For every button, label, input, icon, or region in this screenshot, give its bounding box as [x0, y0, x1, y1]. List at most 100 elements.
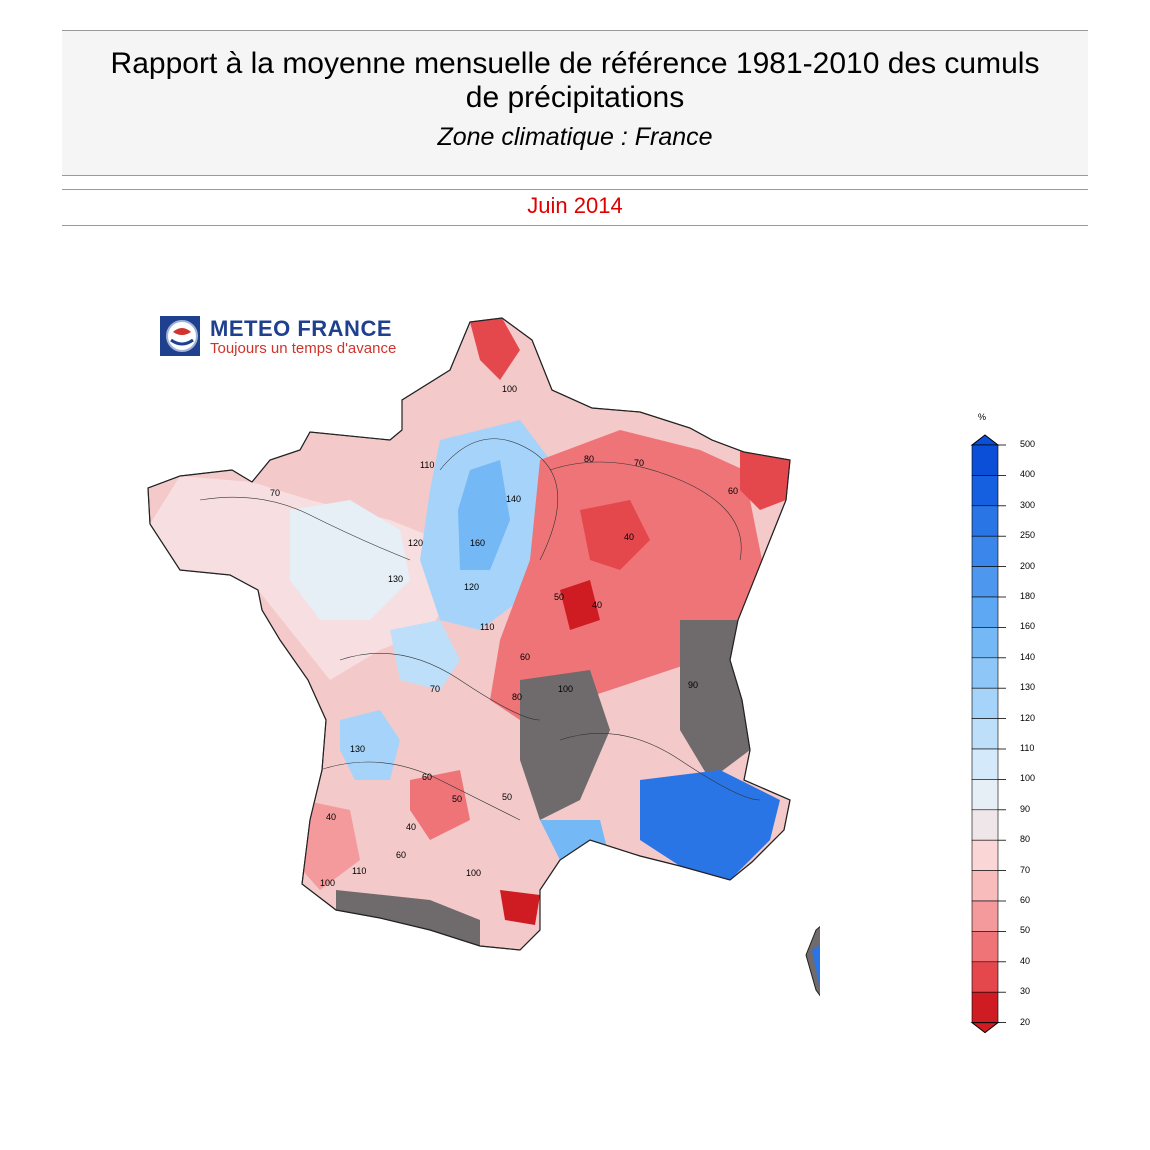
- logo-globe-icon: [160, 316, 200, 356]
- contour-label: 40: [406, 822, 416, 832]
- month-label: Juin 2014: [527, 193, 623, 218]
- legend-swatch: [971, 718, 999, 750]
- legend-tick-label: 110: [1020, 743, 1035, 753]
- contour-label: 70: [270, 488, 280, 498]
- legend-tick-label: 50: [1020, 925, 1031, 936]
- legend-tick-label: 60: [1020, 895, 1031, 905]
- zone-alsace-red: [740, 450, 790, 510]
- legend-tick-label: 300: [1020, 499, 1036, 510]
- legend-tick-label: 70: [1020, 864, 1031, 875]
- zone-landes-red: [302, 800, 360, 890]
- contour-label: 140: [506, 494, 521, 504]
- contour-labels: 100 70 110 120 130 140 160 80 70 60 40 5…: [270, 384, 738, 888]
- contour-label: 60: [520, 652, 530, 662]
- legend-tick-label: 40: [1020, 955, 1031, 966]
- page-subtitle: Zone climatique : France: [437, 123, 713, 151]
- legend-swatch: [971, 566, 999, 598]
- meteo-france-logo: METEO FRANCE Toujours un temps d'avance: [160, 316, 442, 362]
- contour-label: 50: [502, 792, 512, 802]
- legend-tick-label: 120: [1020, 712, 1036, 723]
- legend-tick-label: 80: [1020, 834, 1031, 845]
- contour-label: 110: [420, 460, 434, 470]
- legend-swatch: [971, 475, 999, 507]
- zone-nord-red: [470, 318, 520, 380]
- legend-tick-label: 400: [1020, 469, 1036, 480]
- corsica: [805, 926, 820, 997]
- contour-label: 50: [452, 794, 462, 804]
- legend-swatch: [971, 991, 999, 1023]
- contour-label: 80: [512, 692, 522, 702]
- legend-tick-label: 180: [1020, 591, 1036, 601]
- precip-zones: [150, 318, 790, 946]
- legend-tick-label: 90: [1020, 803, 1031, 814]
- zone-massif-central-relief: [520, 670, 610, 820]
- legend-swatch: [971, 505, 999, 537]
- contour-label: 120: [408, 538, 423, 548]
- contour-label: 100: [558, 684, 573, 694]
- isolines: [199, 438, 761, 821]
- header-panel: Rapport à la moyenne mensuelle de référe…: [62, 30, 1088, 176]
- zone-west-neutral: [290, 500, 410, 620]
- contour-label: 100: [466, 868, 481, 878]
- logo-name: METEO FRANCE: [210, 316, 392, 341]
- zone-loire-blue: [390, 620, 460, 690]
- legend-tick-label: 100: [1020, 773, 1036, 784]
- legend-scale: [970, 434, 1006, 1034]
- legend-top-arrow: [970, 434, 1000, 446]
- legend-tick-label: 20: [1020, 1016, 1031, 1027]
- legend-swatch: [971, 839, 999, 871]
- contour-label: 60: [728, 486, 738, 496]
- page-title: Rapport à la moyenne mensuelle de référe…: [62, 47, 1088, 115]
- contour-label: 60: [422, 772, 432, 782]
- contour-label: 110: [480, 622, 494, 632]
- contour-label: 90: [688, 680, 698, 690]
- legend-swatch: [971, 444, 999, 476]
- contour-label: 40: [326, 812, 336, 822]
- legend-swatch: [971, 535, 999, 567]
- title-line-2: de précipitations: [465, 81, 685, 114]
- legend-tick-label: 30: [1020, 986, 1031, 997]
- contour-label: 110: [352, 866, 366, 876]
- legend-tick-label: 200: [1020, 560, 1036, 571]
- legend-swatch: [971, 900, 999, 932]
- contour-label: 40: [624, 532, 634, 542]
- legend-swatch: [971, 931, 999, 963]
- contour-label: 100: [502, 384, 517, 394]
- zone-burgundy-deep-red: [580, 500, 650, 570]
- contour-label: 40: [592, 600, 602, 610]
- contour-label: 130: [388, 574, 403, 584]
- zone-provence-blue: [640, 770, 780, 880]
- legend-swatch: [971, 870, 999, 902]
- legend-swatch: [971, 779, 999, 811]
- corsica-blue-zone: [812, 945, 820, 990]
- precipitation-map: 100 70 110 120 130 140 160 80 70 60 40 5…: [147, 317, 820, 997]
- divider-top: [62, 189, 1088, 190]
- legend-tick-label: 160: [1020, 621, 1036, 632]
- legend-bottom-arrow: [970, 1022, 1000, 1034]
- legend-swatch: [971, 809, 999, 841]
- zone-centre-deep-red: [560, 580, 600, 630]
- color-legend: % 500 400 300 250 200 180 160 140 130 120 110 100 90…: [940, 408, 1060, 1048]
- contour-label: 130: [350, 744, 365, 754]
- contour-label: 120: [464, 582, 479, 592]
- legend-tick-label: 140: [1020, 651, 1036, 662]
- contour-label: 80: [584, 454, 594, 464]
- zone-pyrenees-relief: [336, 890, 480, 946]
- legend-swatch: [971, 596, 999, 628]
- divider-bottom: [62, 225, 1088, 226]
- contour-label: 50: [554, 592, 564, 602]
- logo-tagline: Toujours un temps d'avance: [210, 340, 397, 357]
- legend-unit: %: [978, 412, 987, 422]
- legend-tick-label: 130: [1020, 682, 1036, 693]
- zone-centre-strong-blue: [458, 460, 510, 570]
- legend-swatch: [971, 748, 999, 780]
- legend-tick-label: 500: [1020, 439, 1036, 449]
- title-line-1: Rapport à la moyenne mensuelle de référe…: [110, 47, 1040, 80]
- contour-label: 100: [320, 878, 335, 888]
- contour-label: 160: [470, 538, 485, 548]
- contour-label: 60: [396, 850, 406, 860]
- legend-swatch: [971, 961, 999, 993]
- legend-swatch: [971, 687, 999, 719]
- legend-swatch: [971, 657, 999, 689]
- legend-tick-label: 250: [1020, 530, 1036, 541]
